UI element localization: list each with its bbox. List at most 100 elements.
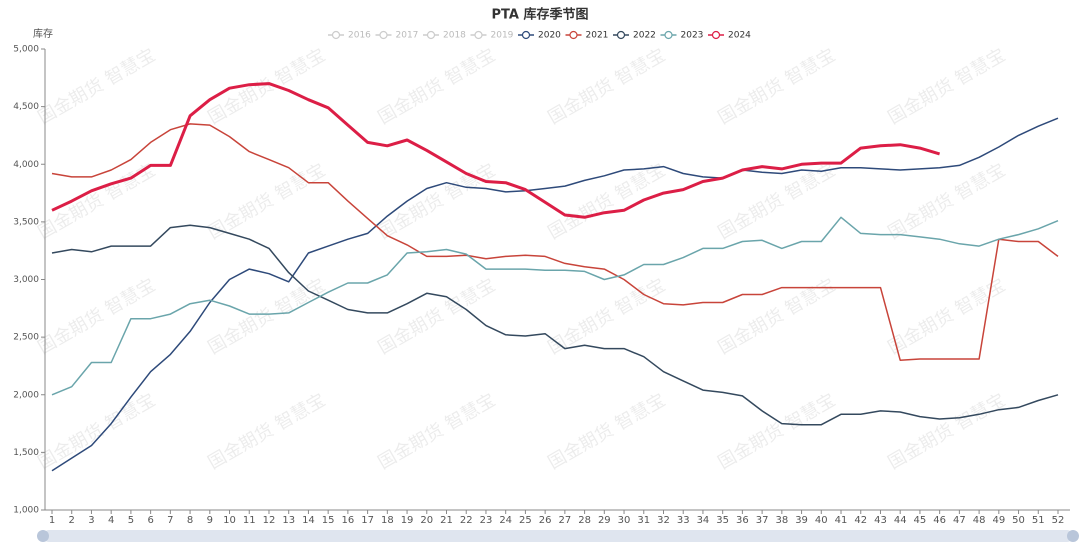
y-tick-label: 1,500 (13, 448, 39, 458)
legend-dot (474, 30, 483, 40)
x-tick-label: 35 (716, 515, 729, 526)
series-line (51, 117, 1059, 472)
legend-label: 2021 (586, 31, 609, 41)
watermark: 国金期货 智慧宝 (545, 45, 670, 129)
x-tick-label: 41 (835, 515, 848, 526)
x-tick-label: 34 (697, 515, 710, 526)
x-tick-label: 1 (49, 515, 55, 526)
legend-dot (616, 30, 626, 40)
legend-label: 2016 (348, 31, 371, 41)
watermark: 国金期货 智慧宝 (375, 45, 500, 129)
x-tick-label: 48 (973, 515, 986, 526)
watermark: 国金期货 智慧宝 (715, 390, 840, 474)
x-tick-label: 3 (88, 515, 94, 526)
y-tick-label: 4,000 (13, 160, 39, 170)
x-tick-label: 22 (460, 515, 473, 526)
x-tick-label: 8 (187, 515, 193, 526)
series-line (51, 224, 1059, 426)
legend-dot (331, 30, 341, 40)
x-tick-label: 28 (578, 515, 591, 526)
legend-item[interactable]: 2019 (470, 30, 514, 41)
legend-item[interactable]: 2018 (423, 31, 466, 41)
x-tick-label: 13 (282, 515, 295, 526)
y-tick-label: 1,000 (13, 506, 39, 516)
x-tick-label: 10 (223, 515, 236, 526)
watermark: 国金期货 智慧宝 (545, 160, 670, 244)
legend-dot (521, 30, 531, 40)
x-tick-label: 47 (953, 515, 966, 526)
series-line (51, 216, 1059, 396)
legend-label: 2020 (538, 31, 561, 41)
x-tick-label: 5 (128, 515, 134, 526)
legend-item[interactable]: 2021 (565, 30, 609, 41)
x-tick-label: 44 (894, 515, 907, 526)
x-tick-label: 6 (147, 515, 153, 526)
x-tick-label: 36 (736, 515, 749, 526)
x-tick-label: 30 (618, 515, 631, 526)
x-tick-label: 49 (992, 515, 1005, 526)
chart-title: PTA 库存季节图 (492, 7, 589, 23)
data-zoom[interactable] (37, 530, 1079, 542)
watermark: 国金期货 智慧宝 (375, 275, 500, 359)
x-tick-label: 26 (539, 515, 552, 526)
x-tick-label: 15 (322, 515, 335, 526)
y-axis-label: 库存 (33, 27, 53, 40)
legend-label: 2019 (491, 31, 514, 41)
legend-label: 2023 (681, 31, 704, 41)
watermark: 国金期货 智慧宝 (205, 45, 330, 129)
watermark: 国金期货 智慧宝 (375, 160, 500, 244)
x-tick-label: 37 (756, 515, 769, 526)
x-tick-label: 43 (874, 515, 887, 526)
zoom-handle[interactable] (1067, 530, 1079, 542)
watermark: 国金期货 智慧宝 (715, 45, 840, 129)
legend-item[interactable]: 2020 (518, 31, 561, 41)
legend-item[interactable]: 2016 (328, 31, 371, 41)
legend-label: 2022 (633, 31, 656, 41)
x-tick-label: 50 (1012, 515, 1025, 526)
x-tick-label: 25 (519, 515, 532, 526)
x-tick-label: 18 (381, 515, 394, 526)
legend-item[interactable]: 2022 (613, 31, 656, 41)
y-tick-label: 5,000 (13, 45, 39, 55)
legend-dot (569, 30, 578, 40)
legend-item[interactable]: 2024 (708, 31, 751, 41)
x-tick-label: 11 (243, 515, 256, 526)
x-tick-label: 16 (342, 515, 355, 526)
x-tick-label: 9 (207, 515, 213, 526)
x-tick-label: 24 (499, 515, 512, 526)
watermark: 国金期货 智慧宝 (375, 390, 500, 474)
x-tick-label: 20 (420, 515, 433, 526)
x-tick-label: 32 (657, 515, 670, 526)
x-tick-label: 33 (677, 515, 690, 526)
watermark: 国金期货 智慧宝 (35, 45, 160, 129)
series-line (51, 123, 1059, 361)
x-tick-label: 45 (914, 515, 927, 526)
watermark: 国金期货 智慧宝 (35, 275, 160, 359)
y-tick-label: 3,500 (13, 217, 39, 227)
watermark: 国金期货 智慧宝 (885, 45, 1010, 129)
x-tick-label: 51 (1032, 515, 1045, 526)
x-tick-label: 4 (108, 515, 114, 526)
legend-item[interactable]: 2023 (660, 31, 704, 41)
x-tick-label: 21 (440, 515, 453, 526)
watermark: 国金期货 智慧宝 (205, 390, 330, 474)
x-tick-label: 27 (558, 515, 571, 526)
legend-dot (711, 30, 721, 40)
x-tick-label: 40 (815, 515, 828, 526)
y-tick-label: 3,000 (13, 275, 39, 285)
x-tick-label: 14 (302, 515, 315, 526)
x-tick-label: 12 (263, 515, 276, 526)
x-tick-label: 39 (795, 515, 808, 526)
legend-dot (379, 30, 388, 40)
series-line (51, 82, 941, 219)
zoom-track[interactable] (43, 530, 1073, 542)
watermark: 国金期货 智慧宝 (35, 390, 160, 474)
watermark: 国金期货 智慧宝 (545, 390, 670, 474)
zoom-handle[interactable] (37, 530, 49, 542)
x-tick-label: 17 (361, 515, 374, 526)
watermark: 国金期货 智慧宝 (885, 390, 1010, 474)
watermark: 国金期货 智慧宝 (885, 160, 1010, 244)
legend-item[interactable]: 2017 (375, 30, 419, 41)
x-tick-label: 7 (167, 515, 173, 526)
